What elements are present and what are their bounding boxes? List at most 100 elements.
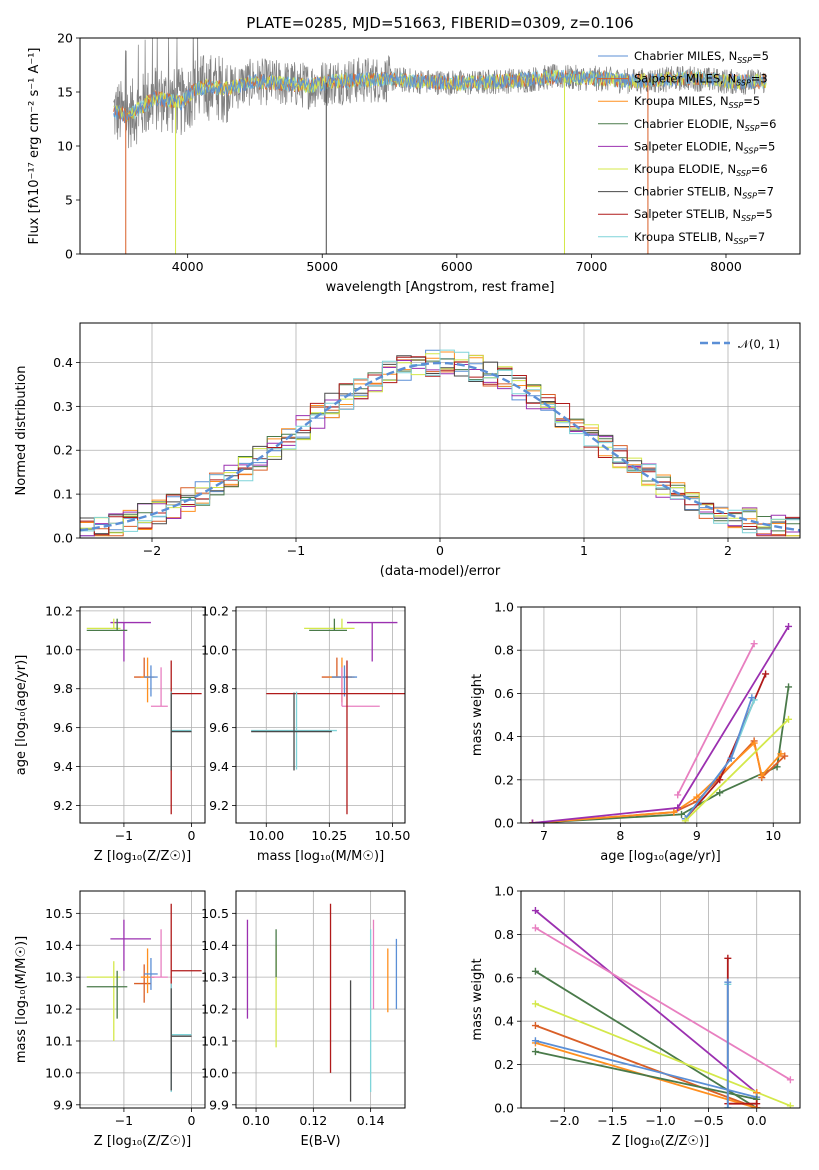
- panel-mass-vs-EBV: 0.10 0.12 0.14 9.9 10.0 10.1 10.2 10.3 10.4 10.5 E…: [201, 890, 406, 1149]
- axes-frame: [520, 890, 801, 1109]
- panel-age-vs-mass: 10.00 10.25 10.50 9.2 9.4 9.6 9.8 10.0 10.2 mass …: [201, 603, 410, 864]
- weight-marker: [681, 817, 689, 823]
- y-tick-label: 0.4: [494, 1014, 514, 1029]
- x-tick-label: 9: [693, 828, 701, 843]
- weight-line: [532, 741, 782, 823]
- axes-frame: [520, 606, 801, 824]
- panel-spectrum: 4000 5000 6000 7000 8000 0 5 10 15 20 wavelength […: [27, 31, 801, 295]
- x-tick-label: −2.0: [549, 1113, 579, 1128]
- y-tick-label: 10.5: [201, 906, 229, 921]
- figure-title: PLATE=0285, MJD=51663, FIBERID=0309, z=0…: [246, 14, 633, 32]
- y-tick-label: 1.0: [494, 600, 514, 615]
- y-tick-label: 10.1: [45, 1033, 73, 1048]
- x-tick-label: 0.0: [747, 1113, 767, 1128]
- y-tick-label: 0.6: [494, 686, 514, 701]
- legend-entry: Kroupa MILES, NSSP=5: [634, 94, 760, 110]
- y-tick-label: 10.0: [201, 642, 229, 657]
- y-tick-label: 10.2: [45, 603, 73, 618]
- weight-line: [534, 927, 791, 1081]
- weight-marker: [531, 1048, 539, 1056]
- y-tick-label: 10.5: [45, 906, 73, 921]
- weight-marker: [724, 954, 732, 962]
- x-tick-label: −1: [115, 828, 133, 843]
- y-tick-label: 9.2: [209, 798, 229, 813]
- x-axis-label: age [log₁₀(age/yr)]: [600, 849, 721, 864]
- model-chabrier-miles: [113, 69, 767, 124]
- y-tick-label: 20: [57, 31, 73, 46]
- y-tick-label: 9.8: [53, 681, 73, 696]
- y-tick-label: 10.0: [201, 1065, 229, 1080]
- gaussian-curve: [80, 361, 800, 532]
- weight-marker: [785, 683, 793, 691]
- y-tick-label: 9.9: [53, 1097, 73, 1112]
- weight-marker: [531, 1000, 539, 1008]
- weight-line: [676, 643, 755, 796]
- y-axis-label: Flux [fλ10⁻¹⁷ erg cm⁻² s⁻¹ A⁻¹]: [27, 48, 42, 245]
- plot-area: [86, 618, 202, 815]
- x-tick-label: 6000: [441, 259, 473, 274]
- x-tick-label: 0.10: [242, 1113, 270, 1128]
- y-tick-label: 0.0: [494, 1101, 514, 1116]
- x-tick-label: −1: [115, 1113, 133, 1128]
- y-tick-label: 0.2: [53, 443, 73, 458]
- panel-weight-vs-Z: −2.0 −1.5 −1.0 −0.5 0.0 0.0 0.2 0.4 0.6 0.8 1.0 Z […: [470, 884, 801, 1149]
- legend-entry: Salpeter STELIB, NSSP=5: [634, 207, 773, 223]
- x-tick-label: −1.0: [645, 1113, 675, 1128]
- x-tick-label: 7: [540, 828, 548, 843]
- y-tick-label: 10.2: [45, 1002, 73, 1017]
- weight-marker: [786, 1102, 794, 1108]
- y-tick-label: 0.2: [494, 772, 514, 787]
- y-axis-label: Normed distribution: [14, 366, 29, 496]
- y-tick-label: 0.4: [53, 355, 73, 370]
- y-axis-label: mass weight: [470, 674, 485, 756]
- axes-frame: [79, 37, 801, 255]
- panel-weight-vs-age: 7 8 9 10 0.0 0.2 0.4 0.6 0.8 1.0 age [log₁₀(age/yr…: [470, 600, 801, 864]
- y-tick-label: 0.8: [494, 643, 514, 658]
- plot-area: [251, 618, 405, 815]
- plot-area: [531, 907, 794, 1108]
- legend-entry: Kroupa STELIB, NSSP=7: [634, 230, 765, 246]
- x-tick-label: −1: [287, 543, 305, 558]
- y-tick-label: 9.4: [209, 759, 229, 774]
- weight-marker: [531, 907, 539, 915]
- weight-marker: [724, 978, 732, 986]
- y-tick-label: 9.6: [209, 720, 229, 735]
- plot-area: [246, 903, 398, 1102]
- legend: Chabrier MILES, NSSP=5 Salpeter MILES, NS…: [598, 49, 776, 246]
- weight-marker: [727, 754, 735, 762]
- y-tick-label: 15: [57, 85, 73, 100]
- x-tick-label: −2: [143, 543, 161, 558]
- axes-frame: [79, 322, 801, 539]
- x-tick-label: 10.50: [374, 828, 410, 843]
- y-axis-label: mass [log₁₀(M/M☉)]: [14, 936, 29, 1063]
- x-tick-label: 8: [616, 828, 624, 843]
- axes-frame: [235, 890, 406, 1109]
- x-tick-label: 7000: [575, 259, 607, 274]
- x-axis-label: E(B-V): [300, 1134, 340, 1149]
- panel-residual-histogram: −2 −1 0 1 2 0.0 0.1 0.2 0.3 0.4 (data-model)/error…: [14, 322, 801, 579]
- panel-age-vs-Z: −1 0 9.2 9.4 9.6 9.8 10.0 10.2 Z [log₁₀(Z/Z☉)] ag…: [14, 603, 206, 864]
- weight-marker: [531, 1022, 539, 1030]
- x-tick-label: 0: [188, 828, 196, 843]
- weight-marker: [678, 810, 686, 818]
- x-tick-label: 5000: [306, 259, 338, 274]
- x-tick-label: 0.14: [357, 1113, 385, 1128]
- legend-entry: Chabrier MILES, NSSP=5: [634, 49, 769, 65]
- y-tick-label: 10.3: [201, 970, 229, 985]
- weight-marker: [777, 750, 785, 758]
- y-axis-label: mass weight: [470, 958, 485, 1040]
- x-tick-label: 0.12: [299, 1113, 327, 1128]
- y-tick-label: 9.2: [53, 798, 73, 813]
- axes-frame: [79, 606, 206, 824]
- x-tick-label: 4000: [172, 259, 204, 274]
- y-tick-label: 0.1: [53, 487, 73, 502]
- weight-marker: [786, 1076, 794, 1084]
- legend-entry: 𝒩(0, 1): [738, 337, 780, 351]
- weight-line: [535, 1002, 791, 1107]
- y-tick-label: 10.4: [201, 938, 229, 953]
- axes-frame: [79, 890, 206, 1109]
- x-tick-label: 2: [724, 543, 732, 558]
- weight-marker: [724, 1104, 732, 1108]
- legend-entry: Salpeter ELODIE, NSSP=5: [634, 139, 775, 155]
- weight-line: [684, 718, 790, 822]
